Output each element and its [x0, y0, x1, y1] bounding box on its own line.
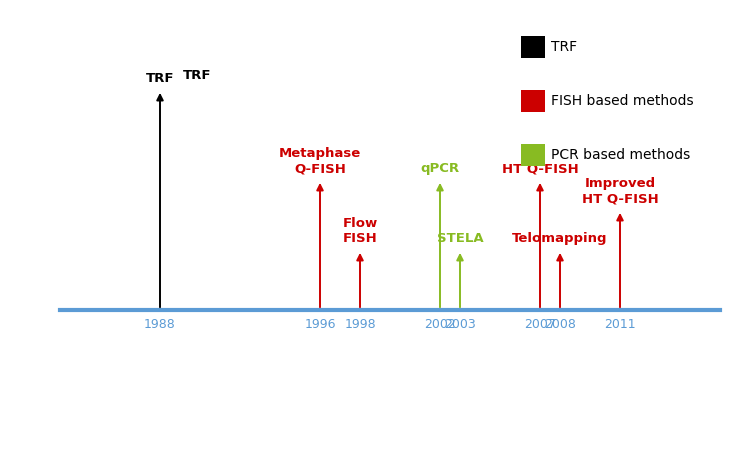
Text: PCR based methods: PCR based methods: [551, 148, 691, 162]
Text: 1998: 1998: [344, 318, 376, 331]
Text: 1988: 1988: [144, 318, 176, 331]
Text: 2002: 2002: [424, 318, 456, 331]
Text: HT Q-FISH: HT Q-FISH: [502, 162, 578, 175]
FancyBboxPatch shape: [521, 36, 545, 58]
Text: 2003: 2003: [444, 318, 476, 331]
FancyBboxPatch shape: [521, 90, 545, 112]
Text: FISH based methods: FISH based methods: [551, 94, 694, 108]
Text: 1996: 1996: [304, 318, 336, 331]
Text: TRF: TRF: [551, 40, 578, 54]
Text: Metaphase
Q-FISH: Metaphase Q-FISH: [279, 147, 362, 175]
Text: Improved
HT Q-FISH: Improved HT Q-FISH: [582, 177, 658, 205]
Text: 2007: 2007: [524, 318, 556, 331]
Text: 2011: 2011: [604, 318, 636, 331]
FancyBboxPatch shape: [521, 144, 545, 166]
Text: qPCR: qPCR: [421, 162, 460, 175]
Text: TRF: TRF: [182, 69, 211, 82]
Text: Telomapping: Telomapping: [512, 232, 608, 245]
Text: 2008: 2008: [544, 318, 576, 331]
Text: TRF: TRF: [146, 72, 174, 85]
Text: Flow
FISH: Flow FISH: [342, 217, 377, 245]
Text: STELA: STELA: [436, 232, 483, 245]
